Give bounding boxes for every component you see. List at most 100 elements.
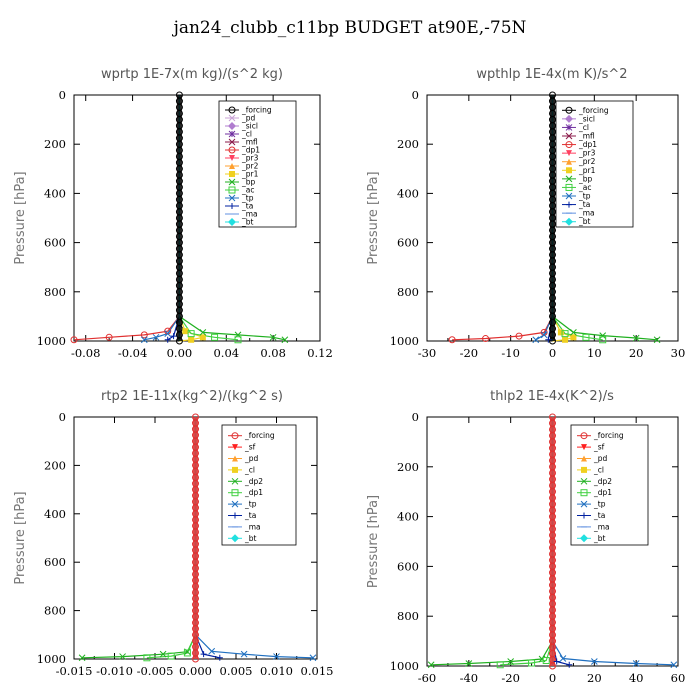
- x-tick-label: -30: [418, 346, 437, 360]
- series-marker: [216, 654, 223, 661]
- legend-label: _tp: [578, 192, 591, 201]
- legend-marker: [565, 124, 573, 131]
- series-marker: [105, 333, 113, 341]
- series-marker: [192, 655, 199, 663]
- y-tick-label: 800: [44, 604, 66, 618]
- legend-marker: [580, 534, 588, 543]
- series-marker: [465, 660, 473, 667]
- x-tick-label: -0.04: [118, 346, 148, 360]
- y-tick-label: 1000: [390, 659, 419, 673]
- series-marker: [570, 329, 577, 336]
- legend-marker: [581, 444, 587, 451]
- series-line-tp: [144, 95, 180, 341]
- legend: _forcing _sf _pd _cl _dp2 _dp1 _tp _ta _ma _bt: [221, 424, 297, 546]
- legend-label: _sf: [593, 443, 605, 452]
- legend-label: _pr3: [578, 149, 596, 158]
- legend-marker: [228, 194, 236, 202]
- legend-marker: [228, 138, 236, 146]
- figure-title: jan24_clubb_c11bp BUDGET at90E,-75N: [173, 18, 527, 38]
- series-marker: [528, 659, 536, 667]
- series-marker: [448, 336, 456, 344]
- legend-label: _dp1: [578, 140, 597, 149]
- series-marker: [582, 333, 590, 341]
- legend-marker: [566, 150, 572, 157]
- y-axis-label: Pressure [hPa]: [13, 491, 28, 584]
- series-marker: [553, 658, 560, 665]
- series-marker: [269, 333, 277, 341]
- legend-marker: [580, 500, 588, 508]
- legend-label: _pd: [244, 454, 259, 463]
- legend-label: _bt: [593, 534, 606, 543]
- y-tick-label: 200: [44, 458, 66, 472]
- series-marker: [590, 658, 598, 665]
- legend-label: _ac: [241, 186, 254, 195]
- legend-marker: [566, 158, 572, 165]
- legend-label: _dp2: [593, 477, 612, 486]
- x-tick-label: 20: [629, 346, 644, 360]
- series-marker: [496, 661, 504, 669]
- x-tick-label: -20: [501, 671, 520, 685]
- x-tick-label: -0.010: [96, 664, 133, 678]
- series-marker: [234, 336, 242, 344]
- legend-marker: [565, 106, 573, 114]
- series-line-dp1: [500, 417, 554, 666]
- x-tick-label: -60: [418, 671, 437, 685]
- y-tick-label: 1000: [37, 652, 66, 666]
- x-tick-label: 30: [671, 346, 686, 360]
- legend-marker: [228, 178, 236, 186]
- x-tick-label: 20: [587, 671, 602, 685]
- panel-title: wpthlp 1E-4x(m K)/s^2: [476, 67, 627, 82]
- series-marker: [507, 658, 515, 665]
- legend-marker: [229, 171, 235, 177]
- chart-panel-4: thlp2 1E-4x(K^2)/s Pressure [hPa] -60 -40 -2…: [366, 389, 685, 685]
- series-marker: [549, 337, 556, 345]
- legend-marker: [228, 122, 236, 130]
- legend-marker: [580, 477, 588, 485]
- x-tick-label: -0.08: [71, 346, 101, 360]
- legend-marker: [232, 512, 238, 519]
- series-marker: [559, 655, 567, 662]
- series-marker: [164, 330, 172, 337]
- series-line-dp1: [146, 417, 197, 659]
- series-marker: [545, 336, 552, 343]
- legend-label: _pd: [241, 114, 256, 123]
- y-tick-label: 0: [412, 410, 419, 424]
- legend-label: _mfl: [578, 132, 595, 141]
- legend-label: _ta: [593, 511, 605, 520]
- legend-label: _dp2: [244, 477, 263, 486]
- series-marker: [549, 662, 556, 670]
- series-marker: [540, 331, 548, 339]
- legend-label: _forcing: [241, 106, 272, 115]
- series-marker: [240, 650, 248, 658]
- legend-label: _bp: [578, 174, 593, 183]
- zero-marker-column: [550, 417, 555, 666]
- legend-label: _cl: [241, 130, 252, 139]
- legend-marker: [228, 130, 236, 138]
- legend-marker: [232, 466, 238, 473]
- legend-label: _dp1: [241, 146, 260, 155]
- series-marker: [557, 329, 564, 336]
- legend-marker: [565, 114, 573, 123]
- x-tick-label: -0.015: [56, 664, 93, 678]
- legend-marker: [565, 141, 573, 149]
- legend-label: _ma: [578, 209, 595, 218]
- legend-label: _pr3: [241, 154, 259, 163]
- legend-label: _pr1: [578, 166, 596, 175]
- series-marker: [167, 652, 175, 660]
- series-marker: [211, 333, 219, 341]
- series-marker: [570, 334, 577, 341]
- legend-marker: [581, 466, 587, 473]
- y-tick-label: 200: [397, 137, 419, 151]
- y-tick-label: 1000: [37, 334, 66, 348]
- x-tick-label: 40: [629, 671, 644, 685]
- y-tick-label: 600: [397, 236, 419, 250]
- legend-marker: [231, 432, 239, 440]
- panel-title: wprtp 1E-7x(m kg)/(s^2 kg): [101, 67, 283, 82]
- x-tick-label: -20: [460, 346, 479, 360]
- legend-label: _ma: [593, 522, 610, 531]
- series-marker: [199, 334, 206, 341]
- legend: _forcing_sicl_cl_mfl_dp1_pr3_pr2_pr1_bp_…: [555, 100, 634, 228]
- series-marker: [183, 649, 191, 657]
- y-tick-label: 800: [44, 285, 66, 299]
- series-marker: [273, 653, 280, 660]
